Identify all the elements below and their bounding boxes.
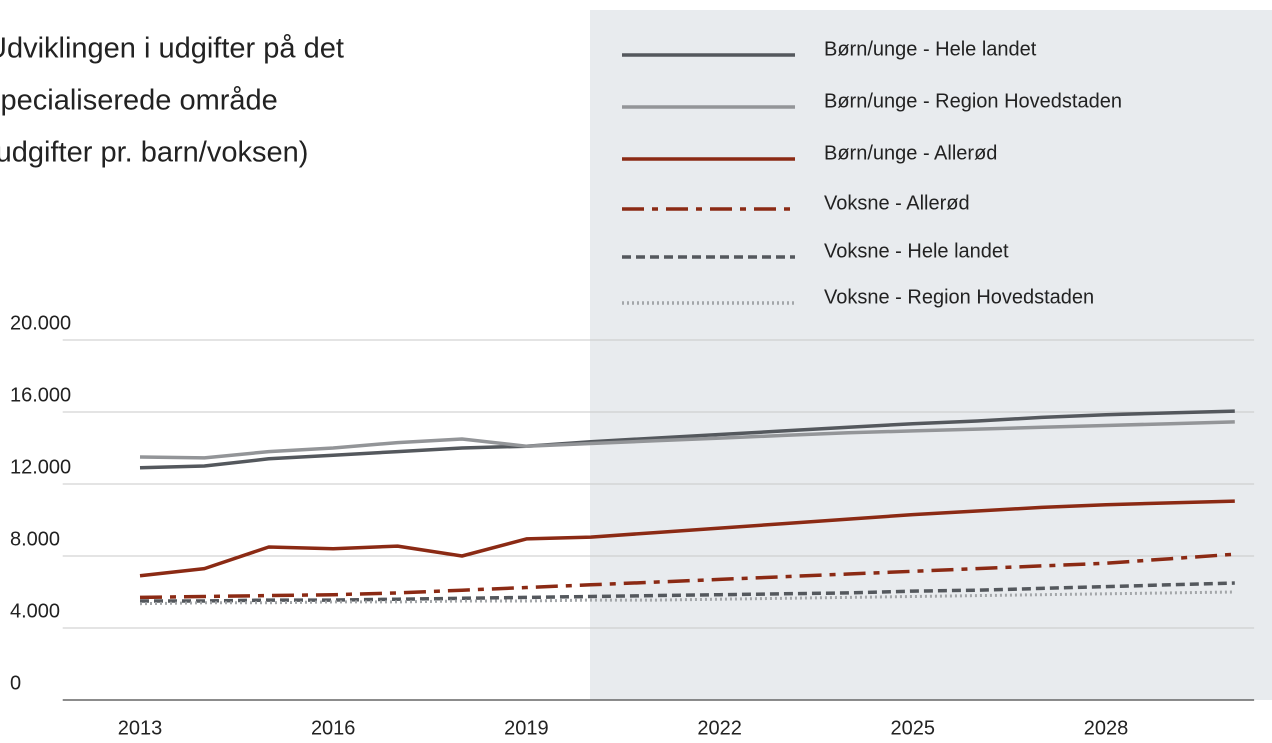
x-tick-label: 2019: [504, 717, 549, 739]
y-tick-label: 4.000: [10, 600, 60, 622]
legend-label: Voksne - Allerød: [824, 192, 970, 214]
y-tick-label: 20.000: [10, 312, 71, 334]
chart-title: specialiserede område: [0, 85, 278, 117]
legend-label: Børn/unge - Region Hovedstaden: [824, 90, 1122, 112]
legend-label: Voksne - Hele landet: [824, 240, 1009, 262]
y-tick-label: 8.000: [10, 528, 60, 550]
chart-title: (udgifter pr. barn/voksen): [0, 137, 308, 169]
legend-label: Voksne - Region Hovedstaden: [824, 286, 1094, 308]
x-tick-label: 2025: [891, 717, 936, 739]
x-tick-label: 2028: [1084, 717, 1129, 739]
x-tick-label: 2013: [118, 717, 163, 739]
chart-title: Udviklingen i udgifter på det: [0, 33, 344, 65]
legend-label: Børn/unge - Allerød: [824, 142, 997, 164]
x-tick-label: 2016: [311, 717, 356, 739]
x-tick-label: 2022: [697, 717, 742, 739]
chart: Udviklingen i udgifter på det specialiser…: [0, 0, 1272, 743]
legend-label: Børn/unge - Hele landet: [824, 38, 1037, 60]
y-tick-label: 0: [10, 672, 21, 694]
y-tick-label: 16.000: [10, 384, 71, 406]
y-tick-label: 12.000: [10, 456, 71, 478]
